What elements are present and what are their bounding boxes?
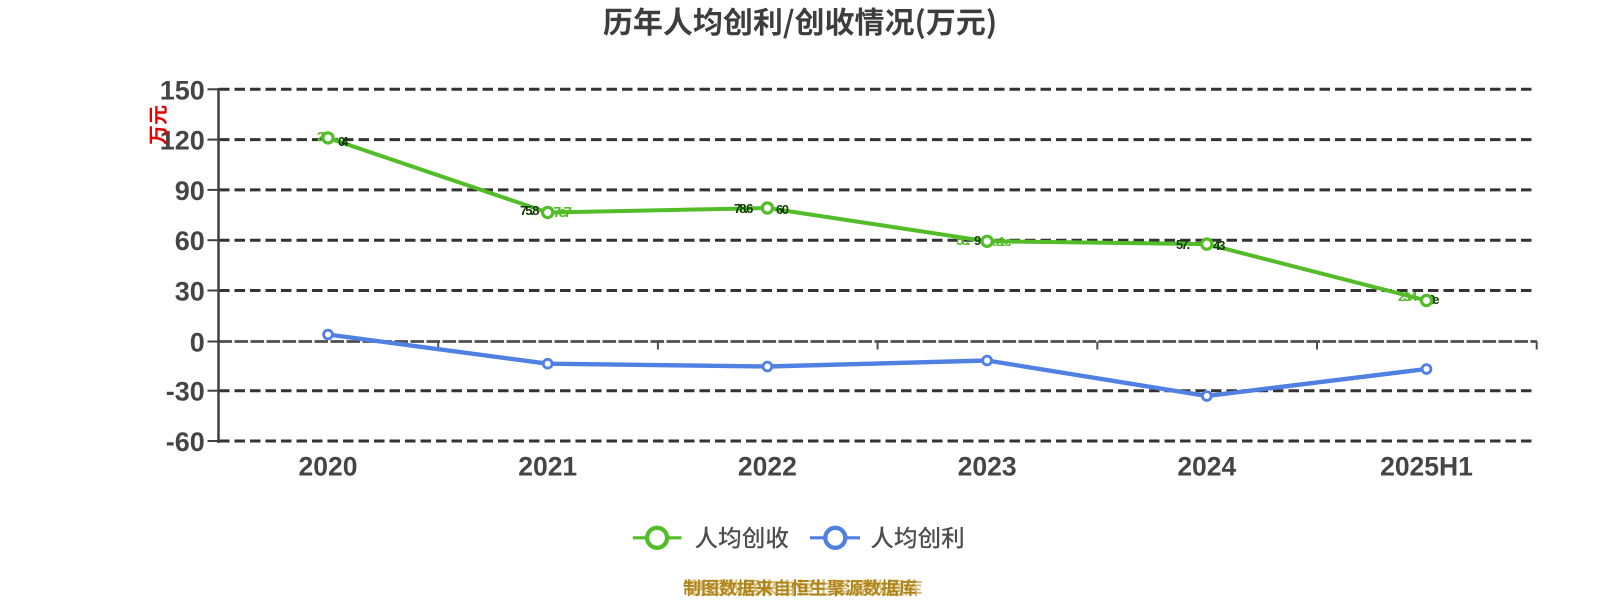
svg-text:2022: 2022 [738, 452, 797, 482]
svg-text:2020: 2020 [299, 452, 358, 482]
svg-text:78.6: 78.6 [734, 201, 753, 216]
svg-text:120: 120 [160, 126, 205, 156]
svg-text:43: 43 [1213, 238, 1225, 253]
svg-text:5c.: 5c. [956, 232, 970, 248]
svg-text:7e7: 7e7 [553, 204, 572, 221]
svg-text:-60: -60 [166, 427, 205, 457]
svg-text:150: 150 [160, 75, 205, 105]
svg-text:57.: 57. [1176, 237, 1189, 252]
svg-text:90: 90 [175, 176, 205, 206]
svg-text:2023: 2023 [958, 452, 1017, 482]
svg-text:2025H1: 2025H1 [1380, 452, 1473, 482]
svg-text:60: 60 [175, 226, 205, 256]
svg-text:30: 30 [175, 277, 205, 307]
svg-text:a1e: a1e [992, 234, 1011, 249]
svg-text:0: 0 [190, 328, 205, 358]
svg-text:23.4: 23.4 [1398, 289, 1418, 304]
svg-text:2021: 2021 [518, 452, 577, 482]
svg-text:2024: 2024 [1177, 452, 1236, 482]
svg-text:75.8: 75.8 [520, 203, 539, 218]
svg-text:60: 60 [776, 202, 789, 217]
svg-text:-30: -30 [166, 377, 205, 407]
